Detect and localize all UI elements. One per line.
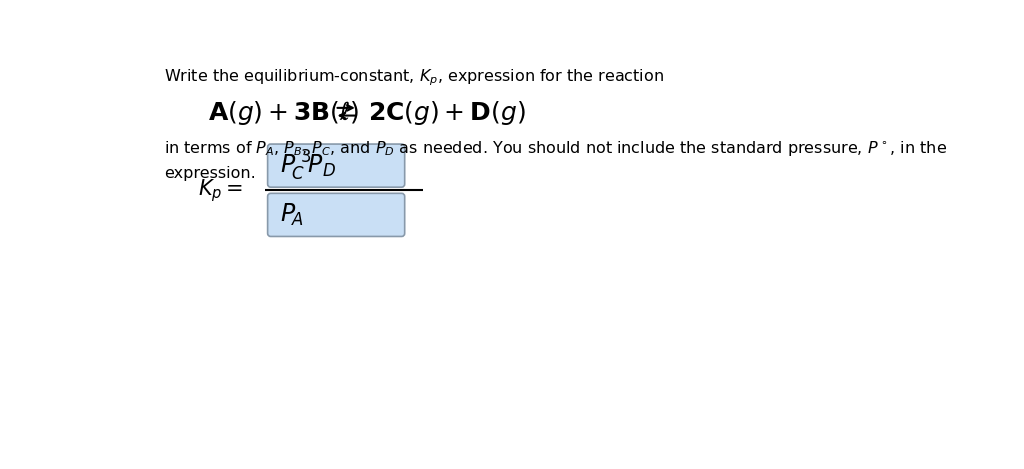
FancyBboxPatch shape <box>267 193 404 236</box>
Text: in terms of $P_A$, $P_B$, $P_C$, and $P_D$ as needed. You should not include the: in terms of $P_A$, $P_B$, $P_C$, and $P_… <box>165 139 947 181</box>
Text: $K_p =$: $K_p =$ <box>199 177 244 204</box>
Text: $\mathit{P}_{\!C}^{\;3}\!P_D$: $\mathit{P}_{\!C}^{\;3}\!P_D$ <box>280 149 336 183</box>
Text: $\mathbf{A}(g) + \mathbf{3B}(\ell)$: $\mathbf{A}(g) + \mathbf{3B}(\ell)$ <box>208 99 359 127</box>
Text: $\mathit{P}_{\!A}$: $\mathit{P}_{\!A}$ <box>280 202 304 228</box>
FancyBboxPatch shape <box>267 144 404 187</box>
Text: $\mathbf{2C}(g) + \mathbf{D}(g)$: $\mathbf{2C}(g) + \mathbf{D}(g)$ <box>368 99 525 127</box>
Text: Write the equilibrium-constant, $K_p$, expression for the reaction: Write the equilibrium-constant, $K_p$, e… <box>165 67 665 88</box>
